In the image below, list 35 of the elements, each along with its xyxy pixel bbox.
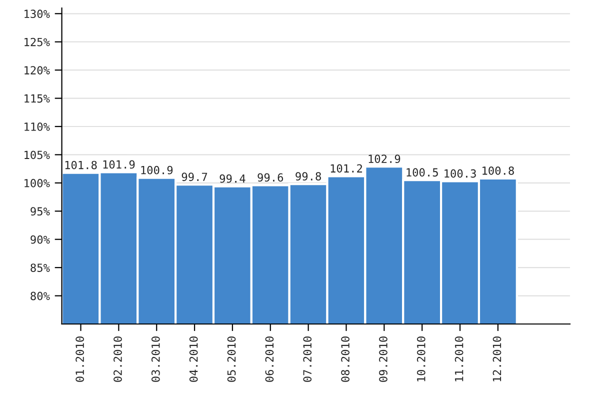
- x-tick-label: 10.2010: [416, 336, 426, 382]
- data-label: 99.8: [296, 172, 321, 181]
- data-label: 102.9: [368, 154, 400, 164]
- y-tick-label: 105%: [24, 150, 50, 160]
- x-tick-label: 09.2010: [379, 336, 388, 382]
- data-label: 100.8: [482, 166, 514, 175]
- x-tick-label: 08.2010: [341, 336, 350, 382]
- y-tick-label: 125%: [24, 38, 50, 46]
- data-label: 100.5: [406, 168, 438, 177]
- x-tick-label: 11.2010: [454, 336, 464, 382]
- x-tick-label: 05.2010: [227, 336, 236, 382]
- data-label: 100.9: [141, 166, 173, 174]
- data-label: 99.4: [220, 174, 246, 183]
- y-tick-label: 80%: [30, 292, 50, 300]
- x-tick-label: 12.2010: [492, 336, 502, 382]
- y-tick-label: 95%: [30, 207, 50, 216]
- y-tick-label: 115%: [24, 94, 50, 103]
- y-tick-label: 120%: [24, 66, 50, 74]
- data-label: 101.9: [103, 160, 135, 169]
- x-tick-label: 01.2010: [76, 336, 84, 382]
- y-tick-label: 90%: [30, 235, 50, 244]
- y-tick-label: 100%: [24, 178, 50, 188]
- x-tick-label: 06.2010: [265, 336, 274, 382]
- data-label: 99.6: [258, 173, 284, 182]
- y-tick-label: 130%: [24, 10, 50, 18]
- x-tick-label: 04.2010: [189, 336, 198, 382]
- y-tick-label: 110%: [24, 122, 50, 131]
- x-tick-label: 02.2010: [114, 336, 122, 382]
- y-tick-label: 85%: [30, 264, 50, 272]
- data-label: 101.8: [65, 160, 97, 170]
- data-label: 99.7: [182, 172, 208, 182]
- x-tick-label: 07.2010: [303, 336, 312, 382]
- data-label: 101.2: [330, 164, 362, 173]
- x-tick-label: 03.2010: [151, 336, 160, 382]
- data-label: 100.3: [444, 169, 476, 178]
